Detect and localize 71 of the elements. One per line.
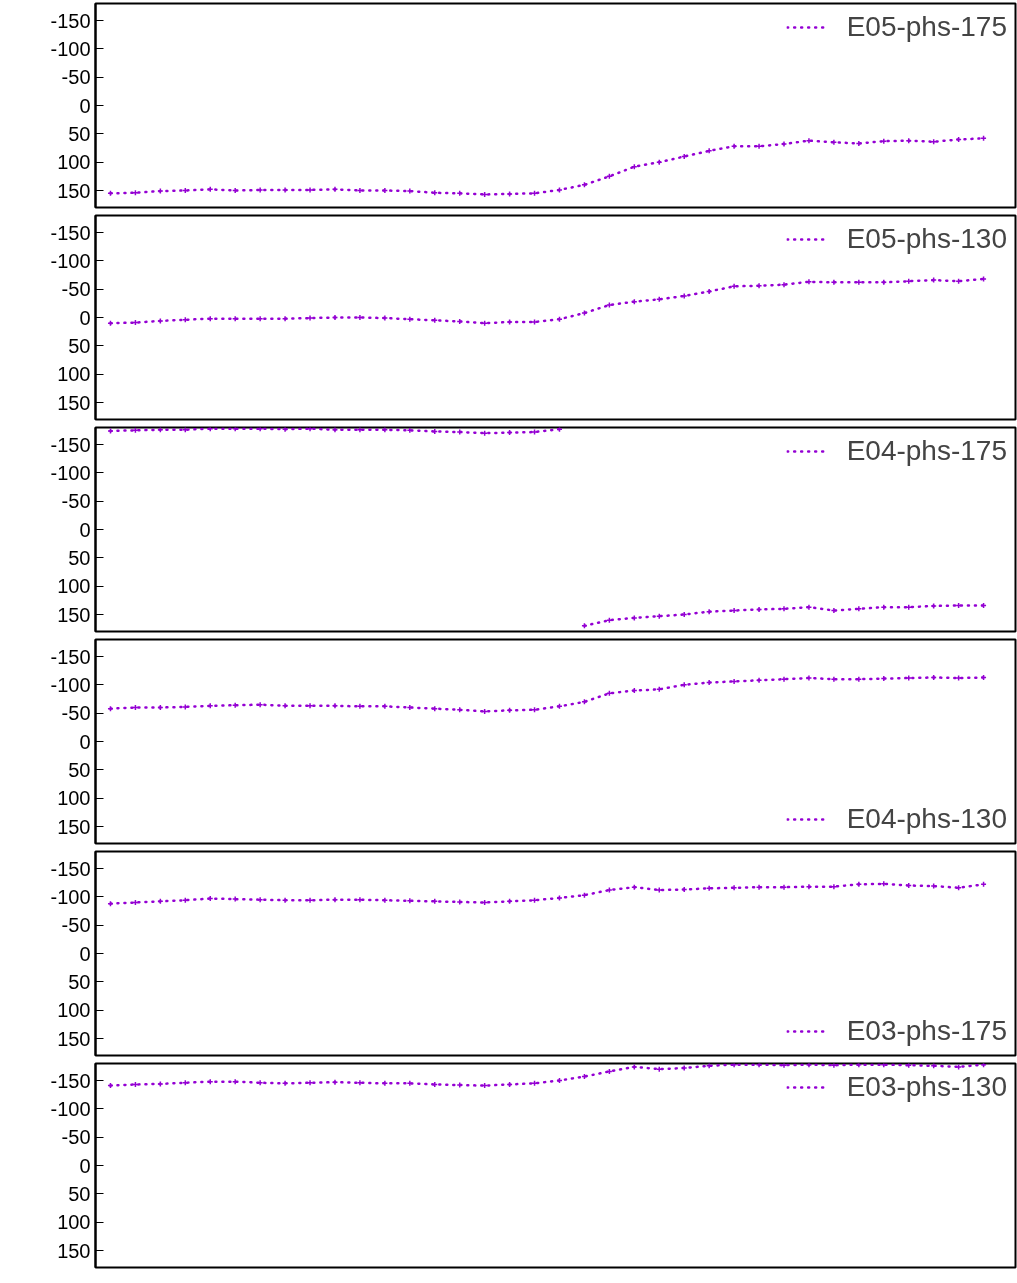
y-tick-label: 100: [57, 999, 91, 1022]
point: [755, 883, 763, 891]
point: [157, 427, 164, 434]
y-tick-label: 0: [79, 1154, 91, 1177]
y-tick-label: -100: [50, 885, 91, 908]
y-tick-label: -150: [50, 645, 91, 668]
y-tick-label: 0: [79, 730, 91, 753]
y-tick-label: 0: [79, 94, 91, 117]
y-tick-label: 50: [68, 546, 91, 569]
y-tick-label: -50: [61, 490, 91, 513]
point: [431, 189, 439, 197]
y-tick-label: 150: [57, 815, 91, 838]
y-tick-label: -100: [50, 37, 91, 60]
y-tick-label: 0: [79, 306, 91, 329]
legend-label: E05-phs-175: [846, 11, 1007, 43]
y-tick-label: 50: [68, 1182, 91, 1205]
y-tick-label: 100: [57, 787, 91, 810]
point: [381, 427, 389, 434]
y-tick-label: 150: [57, 1027, 91, 1050]
point: [281, 427, 289, 433]
y-tick-label: 150: [57, 603, 91, 626]
y-tick-label: -50: [61, 702, 91, 725]
point: [281, 186, 289, 194]
legend-label: E04-phs-175: [846, 435, 1007, 467]
y-tick-label: -50: [61, 278, 91, 301]
y-tick-label: 0: [79, 518, 91, 541]
y-tick-label: 100: [57, 575, 91, 598]
point: [231, 895, 239, 903]
y-tick-label: 0: [79, 942, 91, 965]
y-tick-label: 150: [57, 179, 91, 202]
legend-label: E03-phs-175: [846, 1015, 1007, 1047]
y-tick-label: -150: [50, 9, 91, 32]
point: [331, 427, 339, 434]
point: [880, 137, 888, 145]
y-tick-label: 100: [57, 363, 91, 386]
y-tick-label: 50: [68, 334, 91, 357]
legend-label: E05-phs-130: [846, 223, 1007, 255]
y-tick-label: -150: [50, 1069, 91, 1092]
point: [406, 427, 414, 434]
point: [805, 674, 813, 682]
y-tick-label: 150: [57, 391, 91, 414]
point: [281, 702, 289, 710]
point: [381, 314, 389, 322]
y-tick-label: 150: [57, 1239, 91, 1262]
y-tick-label: 100: [57, 1211, 91, 1234]
y-tick-label: 50: [68, 970, 91, 993]
legend-label: E04-phs-130: [846, 803, 1007, 835]
point: [556, 427, 563, 433]
point: [805, 603, 813, 611]
point: [381, 896, 389, 904]
legend-label: E03-phs-130: [846, 1071, 1007, 1103]
y-tick-label: -50: [61, 1126, 91, 1149]
point: [705, 147, 713, 155]
point: [281, 896, 289, 904]
y-tick-label: -150: [50, 857, 91, 880]
y-tick-label: 50: [68, 758, 91, 781]
point: [780, 140, 788, 148]
point: [880, 603, 888, 611]
point: [730, 884, 738, 892]
y-tick-label: -50: [61, 66, 91, 89]
y-tick-label: 50: [68, 122, 91, 145]
y-tick-label: -100: [50, 249, 91, 272]
y-tick-label: -50: [61, 914, 91, 937]
point: [755, 282, 763, 290]
point: [331, 702, 339, 710]
y-tick-label: -150: [50, 221, 91, 244]
y-tick-label: -100: [50, 1097, 91, 1120]
y-tick-label: 100: [57, 151, 91, 174]
y-tick-label: -100: [50, 461, 91, 484]
y-tick-label: -100: [50, 673, 91, 696]
y-tick-label: -150: [50, 433, 91, 456]
